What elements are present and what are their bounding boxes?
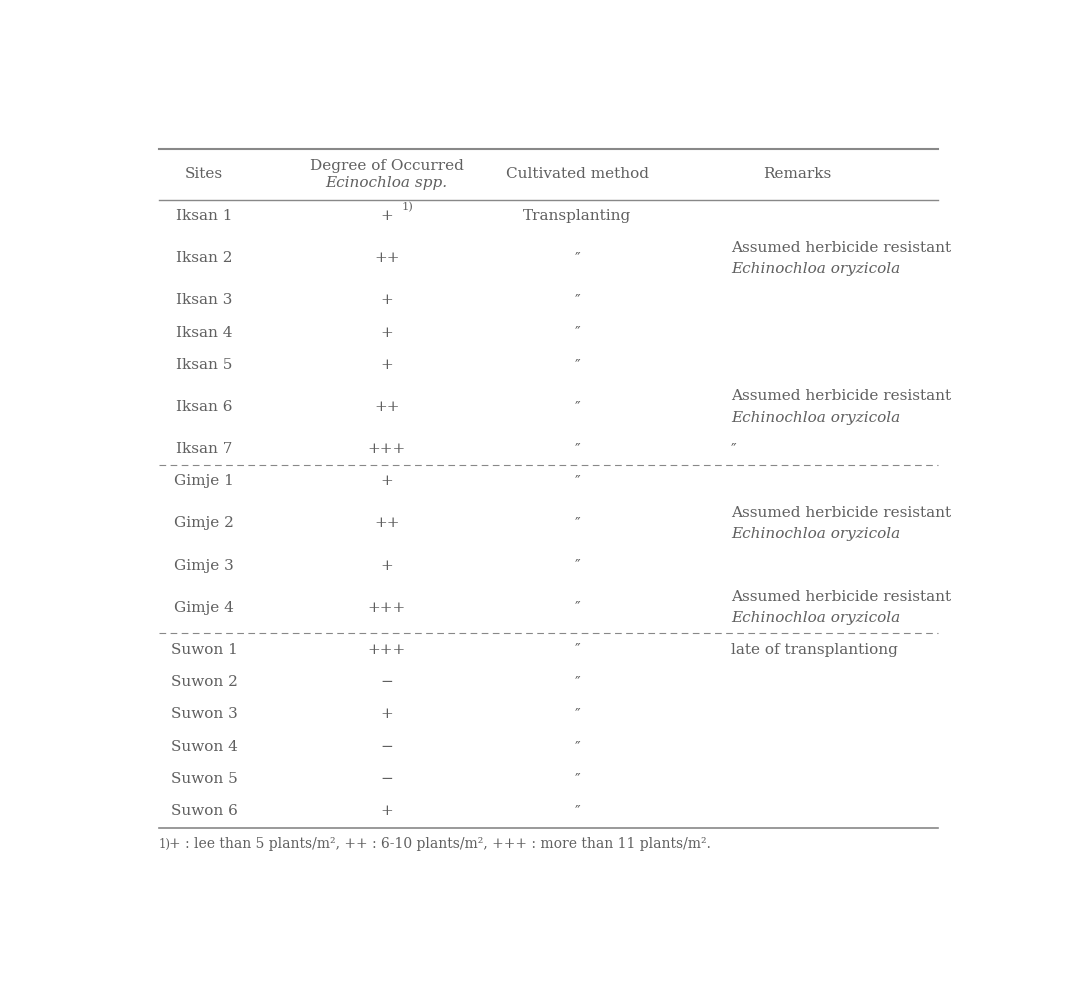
Text: 1): 1): [158, 838, 170, 851]
Text: ″: ″: [731, 442, 736, 456]
Text: Gimje 2: Gimje 2: [174, 517, 234, 531]
Text: Suwon 6: Suwon 6: [171, 804, 238, 818]
Text: ″: ″: [575, 251, 580, 265]
Text: ″: ″: [575, 293, 580, 307]
Text: ″: ″: [575, 358, 580, 371]
Text: Degree of Occurred: Degree of Occurred: [309, 159, 463, 173]
Text: +: +: [380, 707, 393, 721]
Text: Cultivated method: Cultivated method: [506, 168, 648, 182]
Text: −: −: [380, 675, 393, 689]
Text: Echinochloa oryzicola: Echinochloa oryzicola: [731, 612, 900, 625]
Text: Echinochloa oryzicola: Echinochloa oryzicola: [731, 411, 900, 425]
Text: Ecinochloa spp.: Ecinochloa spp.: [325, 176, 447, 190]
Text: +: +: [380, 358, 393, 371]
Text: Suwon 5: Suwon 5: [171, 772, 238, 786]
Text: +: +: [380, 326, 393, 340]
Text: Echinochloa oryzicola: Echinochloa oryzicola: [731, 262, 900, 276]
Text: Gimje 4: Gimje 4: [174, 601, 234, 615]
Text: +++: +++: [368, 601, 406, 615]
Text: Gimje 1: Gimje 1: [174, 474, 234, 488]
Text: Iksan 6: Iksan 6: [175, 400, 232, 414]
Text: ″: ″: [575, 601, 580, 615]
Text: Remarks: Remarks: [763, 168, 831, 182]
Text: Assumed herbicide resistant: Assumed herbicide resistant: [731, 590, 951, 604]
Text: +++: +++: [368, 442, 406, 456]
Text: Iksan 5: Iksan 5: [177, 358, 232, 371]
Text: −: −: [380, 740, 393, 754]
Text: ++: ++: [373, 400, 399, 414]
Text: Suwon 3: Suwon 3: [171, 707, 238, 721]
Text: ″: ″: [575, 517, 580, 531]
Text: ″: ″: [575, 740, 580, 754]
Text: −: −: [380, 772, 393, 786]
Text: ″: ″: [575, 474, 580, 488]
Text: + : lee than 5 plants/m², ++ : 6-10 plants/m², +++ : more than 11 plants/m².: + : lee than 5 plants/m², ++ : 6-10 plan…: [169, 838, 710, 852]
Text: Suwon 4: Suwon 4: [171, 740, 238, 754]
Text: late of transplantiong: late of transplantiong: [731, 642, 898, 657]
Text: +: +: [380, 293, 393, 307]
Text: Iksan 7: Iksan 7: [177, 442, 232, 456]
Text: ″: ″: [575, 804, 580, 818]
Text: Iksan 3: Iksan 3: [177, 293, 232, 307]
Text: ″: ″: [575, 326, 580, 340]
Text: Iksan 4: Iksan 4: [175, 326, 232, 340]
Text: 1): 1): [401, 202, 413, 212]
Text: ″: ″: [575, 442, 580, 456]
Text: Suwon 1: Suwon 1: [171, 642, 238, 657]
Text: ″: ″: [575, 675, 580, 689]
Text: Transplanting: Transplanting: [523, 209, 631, 223]
Text: ″: ″: [575, 400, 580, 414]
Text: Iksan 2: Iksan 2: [175, 251, 232, 265]
Text: Echinochloa oryzicola: Echinochloa oryzicola: [731, 528, 900, 541]
Text: ++: ++: [373, 517, 399, 531]
Text: Assumed herbicide resistant: Assumed herbicide resistant: [731, 389, 951, 403]
Text: ++: ++: [373, 251, 399, 265]
Text: Iksan 1: Iksan 1: [175, 209, 232, 223]
Text: ″: ″: [575, 642, 580, 657]
Text: +: +: [380, 804, 393, 818]
Text: +: +: [380, 558, 393, 572]
Text: +: +: [380, 474, 393, 488]
Text: Assumed herbicide resistant: Assumed herbicide resistant: [731, 506, 951, 520]
Text: Sites: Sites: [185, 168, 224, 182]
Text: ″: ″: [575, 772, 580, 786]
Text: +++: +++: [368, 642, 406, 657]
Text: ″: ″: [575, 558, 580, 572]
Text: Assumed herbicide resistant: Assumed herbicide resistant: [731, 240, 951, 255]
Text: +: +: [380, 209, 393, 223]
Text: Suwon 2: Suwon 2: [171, 675, 238, 689]
Text: ″: ″: [575, 707, 580, 721]
Text: Gimje 3: Gimje 3: [174, 558, 234, 572]
